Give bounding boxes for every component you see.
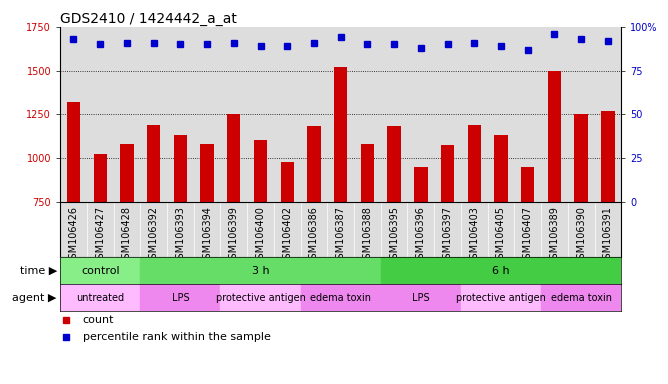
Bar xyxy=(67,102,80,202)
Text: GSM106403: GSM106403 xyxy=(470,206,479,265)
Text: GSM106399: GSM106399 xyxy=(229,206,238,265)
Text: GSM106397: GSM106397 xyxy=(443,206,452,265)
Text: GSM106428: GSM106428 xyxy=(122,206,132,265)
Text: untreated: untreated xyxy=(76,293,124,303)
Text: 3 h: 3 h xyxy=(252,266,269,276)
Text: GSM106402: GSM106402 xyxy=(283,206,292,265)
Bar xyxy=(381,284,461,311)
Text: time ▶: time ▶ xyxy=(19,266,57,276)
Bar xyxy=(174,135,187,202)
Bar xyxy=(414,167,428,202)
Bar xyxy=(601,111,615,202)
Text: control: control xyxy=(81,266,120,276)
Bar xyxy=(301,284,381,311)
Text: edema toxin: edema toxin xyxy=(310,293,371,303)
Text: protective antigen: protective antigen xyxy=(216,293,305,303)
Text: GSM106392: GSM106392 xyxy=(149,206,158,265)
Bar xyxy=(441,145,454,202)
Text: GSM106386: GSM106386 xyxy=(309,206,319,265)
Text: GSM106426: GSM106426 xyxy=(69,206,78,265)
Text: GSM106388: GSM106388 xyxy=(363,206,372,265)
Bar xyxy=(548,71,561,202)
Bar xyxy=(521,167,534,202)
Text: GDS2410 / 1424442_a_at: GDS2410 / 1424442_a_at xyxy=(60,12,237,26)
Text: edema toxin: edema toxin xyxy=(550,293,612,303)
Text: protective antigen: protective antigen xyxy=(456,293,546,303)
Text: GSM106396: GSM106396 xyxy=(416,206,426,265)
Bar xyxy=(60,284,140,311)
Text: GSM106387: GSM106387 xyxy=(336,206,345,265)
Text: GSM106394: GSM106394 xyxy=(202,206,212,265)
Text: GSM106390: GSM106390 xyxy=(576,206,586,265)
Bar xyxy=(574,114,588,202)
Text: GSM106427: GSM106427 xyxy=(96,206,105,265)
Text: GSM106407: GSM106407 xyxy=(523,206,532,265)
Bar xyxy=(361,144,374,202)
Text: 6 h: 6 h xyxy=(492,266,510,276)
Text: GSM106389: GSM106389 xyxy=(550,206,559,265)
Bar xyxy=(281,162,294,202)
Bar xyxy=(94,154,107,202)
Text: GSM106395: GSM106395 xyxy=(389,206,399,265)
Bar xyxy=(220,284,301,311)
Bar xyxy=(381,257,621,284)
Bar xyxy=(254,139,267,202)
Bar xyxy=(120,144,134,202)
Bar xyxy=(140,257,381,284)
Text: GSM106405: GSM106405 xyxy=(496,206,506,265)
Text: percentile rank within the sample: percentile rank within the sample xyxy=(83,332,271,342)
Bar xyxy=(468,125,481,202)
Text: LPS: LPS xyxy=(172,293,189,303)
Bar xyxy=(387,126,401,202)
Text: GSM106400: GSM106400 xyxy=(256,206,265,265)
Text: count: count xyxy=(83,314,114,325)
Bar xyxy=(494,135,508,202)
Bar xyxy=(60,257,140,284)
Text: LPS: LPS xyxy=(412,293,430,303)
Bar xyxy=(334,67,347,202)
Text: GSM106393: GSM106393 xyxy=(176,206,185,265)
Bar xyxy=(200,144,214,202)
Bar xyxy=(227,114,240,202)
Text: agent ▶: agent ▶ xyxy=(13,293,57,303)
Text: GSM106391: GSM106391 xyxy=(603,206,613,265)
Bar xyxy=(541,284,621,311)
Bar xyxy=(307,126,321,202)
Bar xyxy=(461,284,541,311)
Bar xyxy=(140,284,220,311)
Bar xyxy=(147,125,160,202)
